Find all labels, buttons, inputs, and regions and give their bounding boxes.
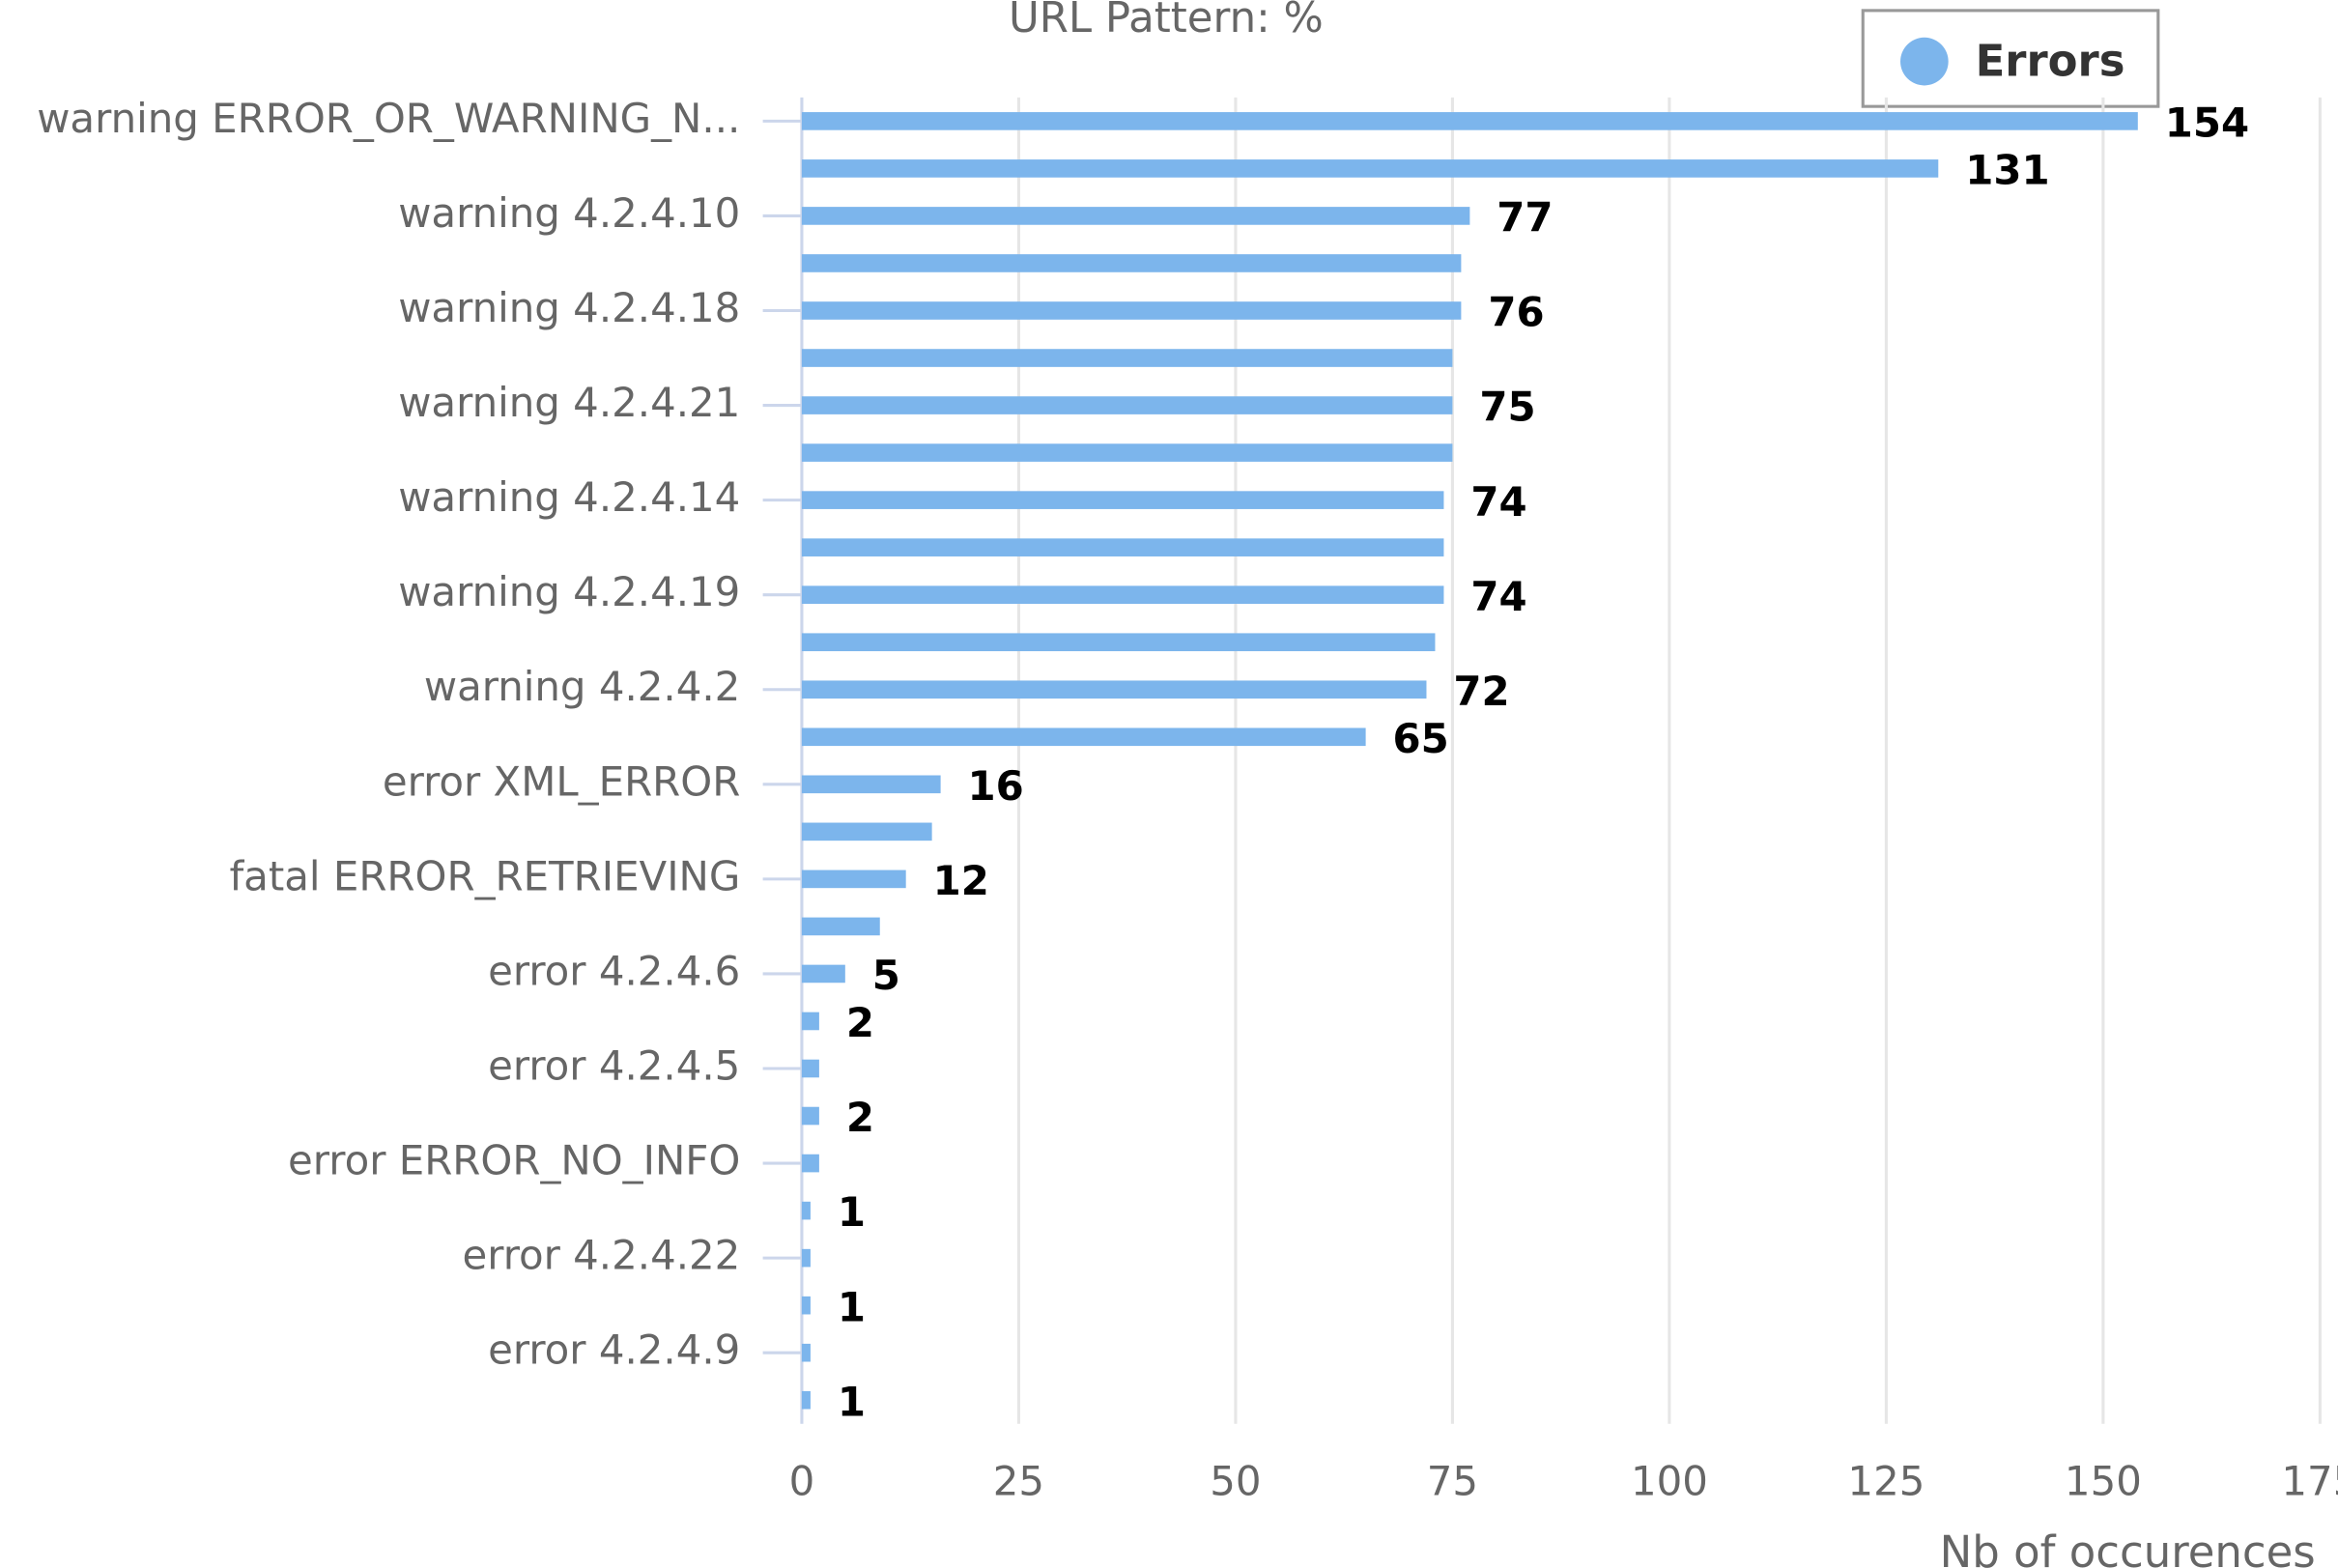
bar — [801, 585, 1444, 604]
bar — [801, 1248, 811, 1268]
bar — [801, 917, 880, 936]
y-tick-label: error XML_ERROR — [383, 757, 740, 805]
y-tick-label: error ERROR_NO_INFO — [288, 1137, 740, 1184]
y-tick-label: warning 4.2.4.2 — [424, 663, 741, 710]
x-tick-label: 150 — [2065, 1457, 2142, 1504]
y-tick-label: warning 4.2.4.14 — [398, 473, 740, 521]
bar — [801, 538, 1444, 556]
x-tick-label: 125 — [1847, 1457, 1925, 1504]
bar — [801, 1106, 819, 1126]
x-tick-label: 100 — [1631, 1457, 1708, 1504]
data-label: 76 — [1488, 289, 1544, 336]
chart-title: URL Pattern: % — [1009, 0, 1324, 43]
bar — [801, 822, 932, 841]
bar — [801, 727, 1366, 747]
data-label: 77 — [1497, 194, 1553, 242]
bar — [801, 443, 1453, 462]
bar — [801, 112, 2138, 130]
bar — [801, 159, 1939, 178]
data-label: 74 — [1470, 573, 1526, 620]
data-label: 154 — [2165, 100, 2249, 147]
y-tick-label: warning 4.2.4.19 — [398, 568, 740, 615]
y-tick-label: warning ERROR_OR_WARNING_N... — [37, 95, 740, 142]
bar — [801, 1012, 819, 1031]
bar — [801, 491, 1444, 509]
bar — [801, 1343, 811, 1362]
bar — [801, 301, 1462, 320]
y-tick-label: error 4.2.4.22 — [462, 1232, 740, 1279]
bar — [801, 964, 845, 984]
bar — [801, 254, 1462, 272]
data-label: 1 — [838, 1283, 866, 1330]
bar — [801, 1390, 811, 1410]
bar — [801, 207, 1470, 225]
legend-marker — [1900, 37, 1949, 86]
data-label: 1 — [838, 1378, 866, 1425]
y-tick-label: fatal ERROR_RETRIEVING — [229, 852, 740, 899]
x-tick-label: 75 — [1427, 1457, 1478, 1504]
bar — [801, 680, 1427, 699]
bar — [801, 870, 906, 889]
bar — [801, 396, 1453, 414]
data-label: 16 — [968, 762, 1024, 810]
y-tick-label: warning 4.2.4.10 — [398, 189, 740, 237]
bar — [801, 349, 1453, 367]
bar — [801, 1296, 811, 1315]
bar — [801, 1059, 819, 1078]
data-label: 12 — [933, 857, 989, 904]
x-tick-label: 50 — [1210, 1457, 1261, 1504]
y-tick-label: warning 4.2.4.21 — [398, 379, 740, 426]
data-label: 72 — [1453, 668, 1509, 715]
y-tick-label: warning 4.2.4.18 — [398, 284, 740, 331]
data-label: 65 — [1393, 715, 1449, 762]
legend-label: Errors — [1976, 36, 2125, 87]
data-label: 2 — [846, 999, 874, 1046]
x-axis-title: Nb of occurences — [1940, 1526, 2316, 1568]
data-label: 5 — [872, 952, 900, 999]
x-tick-label: 175 — [2281, 1457, 2338, 1504]
data-label: 75 — [1479, 384, 1535, 431]
data-label: 2 — [846, 1094, 874, 1141]
y-tick-label: error 4.2.4.5 — [488, 1042, 740, 1090]
data-label: 74 — [1470, 478, 1526, 526]
bar — [801, 775, 941, 794]
y-tick-label: error 4.2.4.6 — [488, 947, 740, 994]
y-tick-label: error 4.2.4.9 — [488, 1326, 740, 1374]
bar — [801, 1201, 811, 1220]
data-label: 131 — [1965, 147, 2049, 194]
bar — [801, 1154, 819, 1173]
x-tick-label: 25 — [993, 1457, 1044, 1504]
x-tick-label: 0 — [789, 1457, 815, 1504]
data-label: 1 — [838, 1188, 866, 1236]
bar — [801, 633, 1436, 652]
legend: Errors — [1861, 9, 2160, 108]
